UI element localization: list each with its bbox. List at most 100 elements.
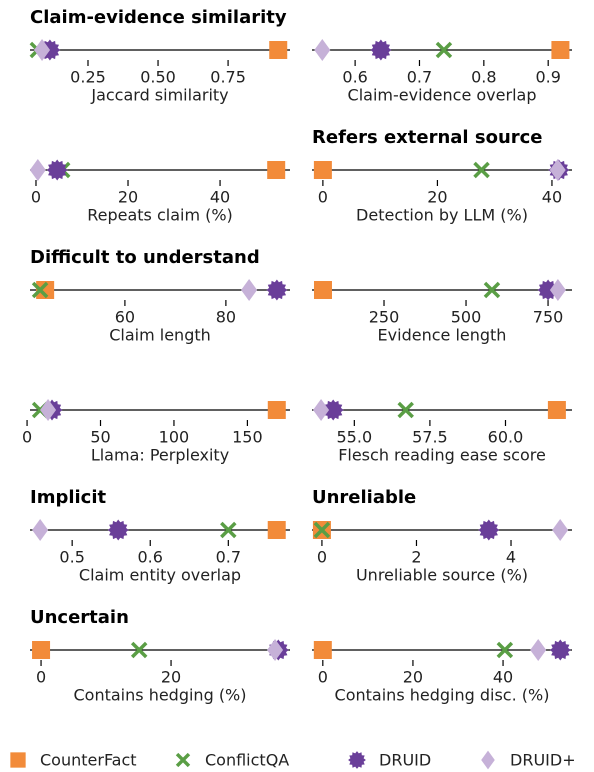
x-tick-label: 2: [411, 548, 421, 567]
marker-octagon: [478, 519, 500, 541]
marker-square: [32, 641, 51, 659]
marker-x: [483, 281, 501, 299]
marker-x: [397, 401, 414, 419]
x-tick-label: 0.7: [407, 68, 432, 87]
marker-octagon: [549, 639, 571, 661]
x-tick-label: 20: [161, 668, 181, 687]
x-axis-label: Flesch reading ease score: [338, 446, 546, 465]
x-axis-label: Claim length: [109, 326, 211, 345]
x-axis-label: Detection by LLM (%): [356, 206, 528, 225]
x-tick-label: 0.6: [342, 68, 367, 87]
marker-square: [267, 401, 286, 419]
marker-square: [547, 401, 566, 419]
x-tick-label: 20: [118, 188, 138, 207]
marker-square: [10, 752, 26, 768]
marker-octagon: [370, 39, 392, 61]
legend-label: CounterFact: [40, 751, 137, 770]
marker-x: [496, 641, 514, 659]
x-axis-label: Llama: Perplexity: [91, 446, 229, 465]
x-tick-label: 0.8: [471, 68, 496, 87]
marker-x: [220, 521, 237, 539]
x-axis-label: Jaccard similarity: [90, 86, 228, 105]
marker-diamond: [314, 39, 331, 61]
x-tick-label: 57.5: [412, 428, 448, 447]
x-tick-label: 0: [318, 668, 328, 687]
marker-square: [313, 641, 332, 659]
x-tick-label: 60: [115, 308, 135, 327]
marker-x: [31, 281, 49, 299]
marker-square: [313, 161, 332, 179]
x-tick-label: 250: [369, 308, 400, 327]
x-tick-label: 0.7: [216, 548, 241, 567]
x-tick-label: 60.0: [488, 428, 524, 447]
marker-octagon: [537, 279, 559, 301]
x-tick-label: 0: [317, 548, 327, 567]
marker-square: [313, 281, 332, 299]
x-tick-label: 40: [210, 188, 230, 207]
marker-diamond: [552, 519, 569, 541]
x-axis-label: Contains hedging disc. (%): [335, 686, 550, 705]
x-tick-label: 100: [159, 428, 190, 447]
marker-square: [551, 41, 570, 59]
marker-diamond: [267, 639, 284, 661]
marker-x: [473, 161, 490, 179]
panel-title: Implicit: [30, 487, 107, 508]
legend-label: DRUID: [379, 751, 431, 770]
x-axis-label: Evidence length: [378, 326, 507, 345]
x-tick-label: 80: [216, 308, 236, 327]
panel-title: Refers external source: [312, 127, 543, 148]
marker-octagon: [348, 751, 366, 769]
marker-octagon: [46, 159, 68, 181]
marker-x: [435, 41, 453, 59]
marker-square: [269, 41, 288, 59]
marker-diamond: [32, 519, 49, 541]
legend-label: ConflictQA: [205, 751, 289, 770]
x-tick-label: 20: [403, 668, 423, 687]
x-tick-label: 50: [90, 428, 110, 447]
marker-diamond: [241, 279, 258, 301]
marker-diamond: [549, 279, 566, 301]
marker-x: [313, 521, 331, 539]
x-tick-label: 0.5: [59, 548, 84, 567]
marker-square: [36, 281, 55, 299]
x-tick-label: 0: [36, 668, 46, 687]
panel-title: Uncertain: [30, 607, 129, 628]
x-tick-label: 40: [542, 188, 562, 207]
x-axis-label: Contains hedging (%): [74, 686, 247, 705]
x-tick-label: 0: [22, 428, 32, 447]
x-tick-label: 0: [318, 188, 328, 207]
panel-title: Claim-evidence similarity: [30, 7, 287, 28]
panel-title: Unreliable: [312, 487, 416, 508]
marker-diamond: [481, 750, 495, 770]
x-tick-label: 0.9: [535, 68, 560, 87]
x-axis-label: Claim entity overlap: [79, 566, 241, 585]
marker-diamond: [313, 399, 330, 421]
marker-x: [130, 641, 148, 659]
x-tick-label: 500: [451, 308, 482, 327]
marker-octagon: [107, 519, 129, 541]
x-tick-label: 0.25: [70, 68, 106, 87]
marker-square: [267, 521, 286, 539]
marker-diamond: [530, 639, 547, 661]
x-axis-label: Repeats claim (%): [87, 206, 233, 225]
legend-label: DRUID+: [510, 751, 576, 770]
x-tick-label: 40: [493, 668, 513, 687]
x-tick-label: 0.75: [210, 68, 246, 87]
marker-octagon: [266, 279, 288, 301]
x-tick-label: 4: [506, 548, 516, 567]
marker-diamond: [549, 159, 566, 181]
x-axis-label: Unreliable source (%): [356, 566, 528, 585]
panel-title: Difficult to understand: [30, 247, 260, 268]
x-axis-label: Claim-evidence overlap: [348, 86, 537, 105]
marker-diamond: [34, 39, 51, 61]
marker-octagon: [322, 399, 344, 421]
x-tick-label: 150: [232, 428, 263, 447]
x-tick-label: 0: [31, 188, 41, 207]
marker-diamond: [40, 399, 57, 421]
x-tick-label: 750: [533, 308, 564, 327]
x-tick-label: 55.0: [337, 428, 373, 447]
x-tick-label: 20: [427, 188, 447, 207]
marker-square: [267, 161, 286, 179]
marker-diamond: [29, 159, 46, 181]
